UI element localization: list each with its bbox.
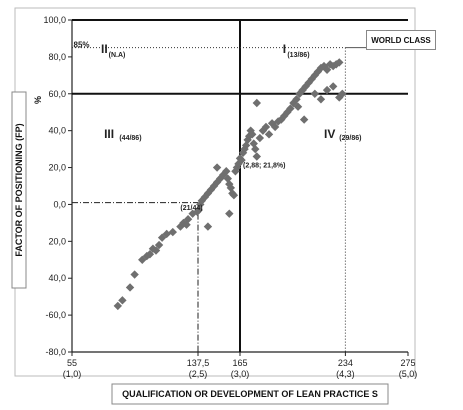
- y-tick-label: 0,0: [53, 199, 66, 209]
- data-point: [322, 85, 332, 95]
- data-point: [251, 144, 260, 154]
- data-point: [138, 255, 147, 264]
- chart-annotation: (13/86): [287, 52, 309, 59]
- data-point: [255, 133, 265, 143]
- data-point: [258, 126, 268, 135]
- data-point: [145, 250, 155, 259]
- data-point: [299, 115, 309, 124]
- data-point: [168, 227, 177, 237]
- data-point: [229, 191, 239, 200]
- data-point: [313, 67, 323, 76]
- data-point: [252, 98, 261, 108]
- chart-annotation: 85%: [74, 41, 90, 50]
- data-point: [338, 89, 347, 98]
- data-point: [304, 78, 313, 87]
- data-point: [203, 222, 213, 231]
- data-point: [261, 122, 271, 132]
- world-class-label: WORLD CLASS: [366, 30, 436, 50]
- chart-annotation: I: [283, 42, 286, 56]
- data-point: [125, 283, 135, 292]
- data-point: [292, 95, 301, 104]
- x-tick-label: 137,5: [187, 358, 210, 368]
- y-axis-title-box: [11, 91, 27, 289]
- data-point: [335, 58, 344, 67]
- data-point: [240, 144, 249, 154]
- x-tick-sublabel: (3,0): [231, 369, 250, 379]
- y-axis-unit: %: [33, 96, 43, 104]
- y-tick-label: -80,0: [45, 347, 66, 357]
- data-point: [248, 130, 257, 139]
- data-point: [301, 82, 310, 91]
- y-tick-label: 40,0: [48, 126, 66, 136]
- data-point: [295, 89, 304, 98]
- y-tick-label: 20,0: [48, 163, 66, 173]
- chart-frame: [14, 7, 416, 377]
- y-tick-label: -60,0: [45, 310, 66, 320]
- data-point: [316, 95, 326, 104]
- data-point: [293, 102, 303, 111]
- chart-annotation: (2,88; 21,8%): [243, 163, 285, 170]
- data-point: [203, 189, 213, 198]
- x-tick-label: 234: [338, 358, 353, 368]
- data-point: [310, 89, 320, 98]
- data-point: [188, 209, 197, 218]
- x-tick-sublabel: (4,3): [336, 369, 355, 379]
- x-tick-sublabel: (2,5): [189, 369, 208, 379]
- x-tick-sublabel: (1,0): [63, 369, 82, 379]
- x-axis-title-box: [111, 383, 389, 405]
- data-point: [267, 119, 277, 128]
- data-point: [332, 60, 341, 69]
- chart-annotation: (21/44): [180, 205, 202, 212]
- chart-annotation: IV: [324, 127, 335, 141]
- data-point: [197, 196, 207, 205]
- chart-annotation: III: [104, 127, 114, 141]
- x-tick-label: 55: [67, 358, 77, 368]
- x-tick-label: 165: [232, 358, 247, 368]
- chart-annotation: (N.A): [109, 52, 126, 59]
- data-point: [154, 240, 164, 250]
- data-point: [130, 270, 139, 279]
- data-point: [270, 122, 280, 132]
- data-point: [264, 130, 274, 139]
- y-axis-title: FACTOR OF POSITIONING (FP): [14, 123, 24, 256]
- data-point: [142, 251, 152, 261]
- x-axis-title: QUALIFICATION OR DEVELOPMENT OF LEAN PRA…: [122, 389, 378, 399]
- chart-annotation: (29/86): [339, 135, 361, 142]
- data-point: [151, 246, 161, 255]
- data-point: [212, 163, 222, 172]
- data-point: [179, 218, 188, 228]
- x-tick-label: 275: [400, 358, 415, 368]
- data-point: [113, 301, 123, 311]
- data-point: [322, 65, 332, 74]
- chart-annotation: II: [101, 42, 108, 56]
- y-tick-label: 80,0: [48, 52, 66, 62]
- chart-annotation: (44/86): [119, 135, 141, 142]
- data-point: [252, 152, 261, 161]
- data-point: [162, 229, 171, 239]
- y-tick-label: 40,0: [48, 273, 66, 283]
- data-point: [237, 155, 246, 165]
- data-point: [182, 220, 191, 229]
- data-point: [328, 82, 338, 91]
- data-point: [231, 167, 240, 176]
- data-point: [225, 209, 234, 218]
- data-point: [286, 104, 295, 113]
- x-tick-sublabel: (5,0): [399, 369, 418, 379]
- y-tick-label: 100,0: [43, 15, 66, 25]
- data-point: [222, 167, 231, 176]
- data-point: [118, 296, 127, 305]
- data-point: [310, 71, 320, 80]
- y-tick-label: 20,0: [48, 236, 66, 246]
- data-point: [328, 61, 338, 71]
- y-tick-label: 60,0: [48, 89, 66, 99]
